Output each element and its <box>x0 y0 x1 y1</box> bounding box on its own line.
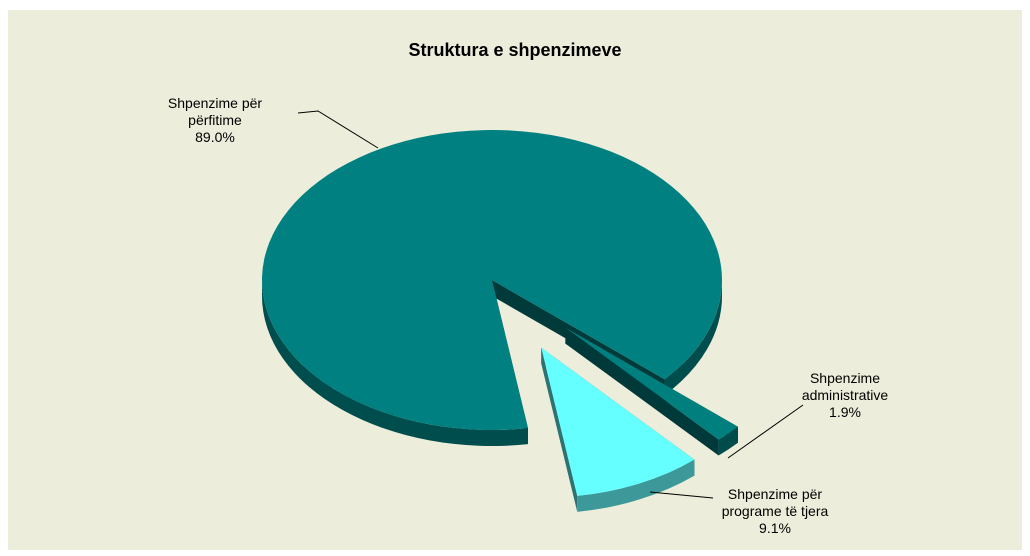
slice <box>262 130 723 430</box>
value-label: 89.0% <box>195 129 235 145</box>
leader-line <box>649 491 714 499</box>
slice-side <box>664 280 722 396</box>
leader-line <box>297 110 379 149</box>
value-label: 1.9% <box>829 404 861 420</box>
slice-wall <box>565 327 719 456</box>
value-label: 9.1% <box>759 520 791 536</box>
category-label: Shpenzime administrative <box>801 370 889 403</box>
slice <box>541 347 695 496</box>
slice <box>565 327 738 440</box>
slice-label: Shpenzime për programe të tjera 9.1% <box>700 486 850 537</box>
leader-line <box>727 404 804 459</box>
slice-label: Shpenzime administrative 1.9% <box>790 370 900 421</box>
category-label: Shpenzime për përfitime <box>167 95 263 128</box>
slice-side <box>718 426 738 456</box>
slice-wall <box>541 347 578 512</box>
category-label: Shpenzime për programe të tjera <box>721 486 829 519</box>
slice-side <box>577 459 695 512</box>
chart-title: Struktura e shpenzimeve <box>408 40 622 60</box>
slice-label: Shpenzime për përfitime 89.0% <box>150 95 280 146</box>
